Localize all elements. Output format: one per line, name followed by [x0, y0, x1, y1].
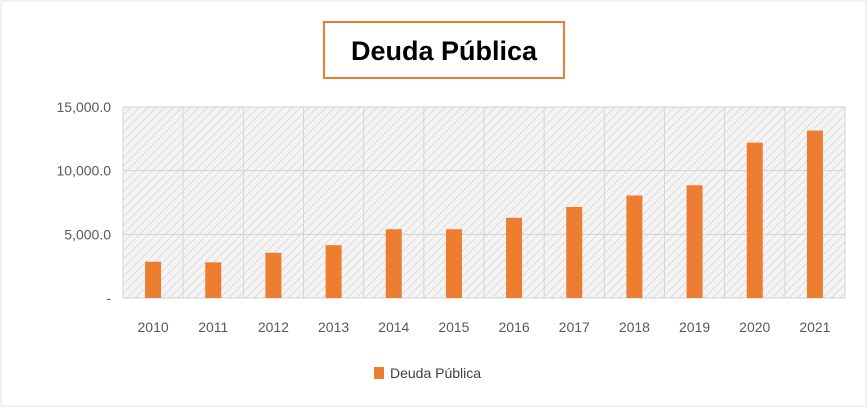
y-tick-label: 15,000.0: [57, 99, 112, 115]
bar-2019: [686, 185, 703, 298]
bar-2012: [265, 252, 282, 298]
chart-title: Deuda Pública: [351, 36, 538, 66]
x-tick-label: 2014: [378, 319, 409, 335]
y-tick-label: 10,000.0: [57, 163, 112, 179]
chart-title-box: [323, 21, 565, 79]
x-tick-label: 2016: [499, 319, 530, 335]
bar-2020: [746, 142, 763, 298]
bar-2011: [205, 262, 222, 298]
bar-2017: [566, 206, 583, 298]
x-tick-label: 2018: [619, 319, 650, 335]
bar-2021: [806, 130, 823, 298]
bar-2016: [506, 217, 523, 298]
bars: [145, 130, 823, 298]
legend: Deuda Pública: [374, 365, 481, 381]
x-tick-label: 2011: [198, 319, 228, 335]
bar-2013: [325, 245, 342, 298]
bar-2014: [385, 229, 402, 298]
x-tick-label: 2020: [739, 319, 770, 335]
x-tick-label: 2021: [799, 319, 830, 335]
legend-label: Deuda Pública: [390, 365, 481, 381]
x-tick-label: 2017: [559, 319, 590, 335]
bar-2010: [145, 261, 162, 298]
bar-2015: [445, 229, 462, 298]
y-tick-label: -: [106, 290, 111, 306]
legend-swatch: [374, 367, 384, 379]
bar-2018: [626, 195, 643, 298]
x-tick-label: 2015: [438, 319, 469, 335]
x-axis: 2010 2011 2012 2013 2014 2015 2016 2017 2018 2019…: [138, 319, 831, 335]
x-tick-label: 2019: [679, 319, 710, 335]
y-tick-label: 5,000.0: [64, 226, 111, 242]
x-tick-label: 2013: [318, 319, 349, 335]
x-tick-label: 2010: [138, 319, 169, 335]
gridlines: [122, 106, 846, 299]
x-tick-label: 2012: [258, 319, 289, 335]
y-axis: - 5,000.0 10,000.0 15,000.0: [57, 99, 112, 306]
